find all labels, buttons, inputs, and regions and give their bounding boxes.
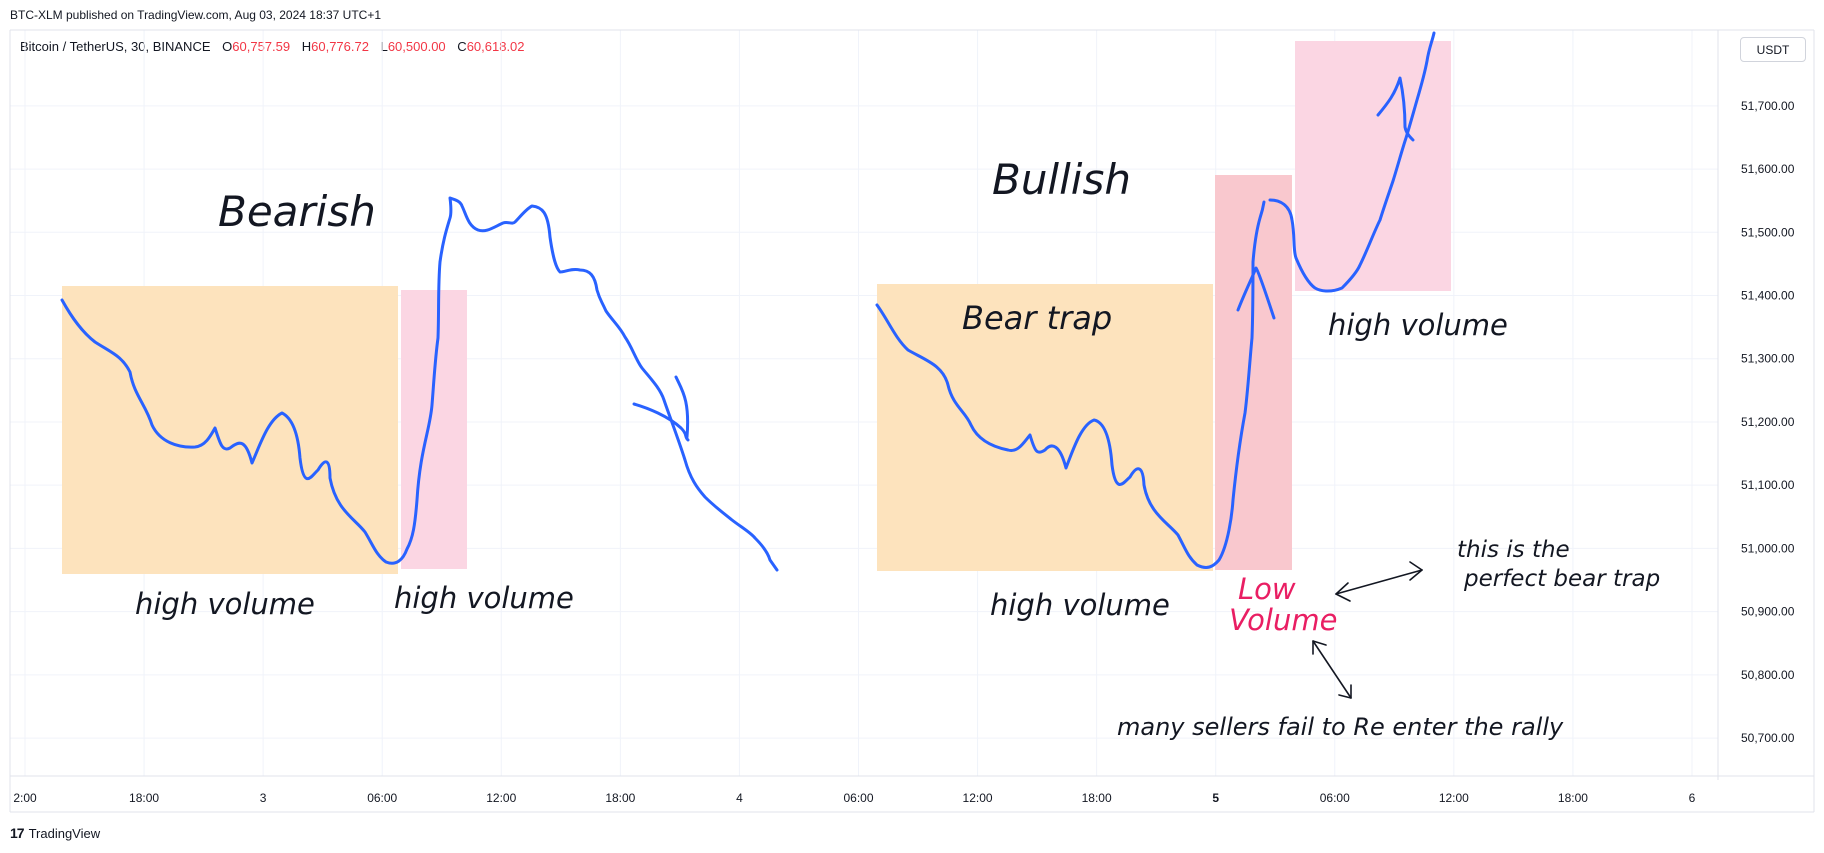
time-tick-label: 18:00 — [1558, 791, 1588, 805]
price-tick-label: 51,200.00 — [1741, 415, 1795, 429]
bullish-title: Bullish — [992, 155, 1131, 204]
time-tick-label: 18:00 — [1082, 791, 1112, 805]
high-volume-label-2: high volume — [394, 581, 574, 615]
tradingview-logo-icon: 17 — [10, 825, 25, 841]
brand-footer[interactable]: 17 TradingView — [10, 825, 100, 841]
currency-button[interactable]: USDT — [1740, 37, 1806, 62]
time-tick-label: 18:00 — [605, 791, 635, 805]
time-tick-label: 3 — [260, 791, 267, 805]
high-volume-label-3: high volume — [990, 588, 1170, 622]
time-tick-label: 12:00 — [1439, 791, 1469, 805]
time-tick-label: 06:00 — [843, 791, 873, 805]
bear-trap-arrow-left-head — [1335, 582, 1351, 602]
bearish-high-volume-box — [62, 286, 398, 574]
low-volume-box — [1215, 175, 1292, 570]
open-value: 60,757.59 — [232, 39, 291, 54]
time-tick-label: 06:00 — [1320, 791, 1350, 805]
price-tick-label: 51,300.00 — [1741, 352, 1795, 366]
drawn-price-lines — [60, 31, 1436, 572]
time-tick-label: 2:00 — [13, 791, 37, 805]
volume-label: Volume — [1229, 603, 1337, 637]
sellers-note: many sellers fail to Re enter the rally — [1117, 713, 1564, 741]
price-tick-label: 50,800.00 — [1741, 668, 1795, 682]
price-tick-label: 51,000.00 — [1741, 541, 1795, 555]
bear-trap-arrow-right-head — [1409, 561, 1423, 581]
chart-annotations: Bearish Bullish Bear trap high volume high v… — [135, 155, 1660, 741]
bullish-price-line — [875, 200, 1266, 569]
price-tick-label: 51,700.00 — [1741, 99, 1795, 113]
note-line-2: perfect bear trap — [1463, 566, 1660, 592]
high-volume-label-1: high volume — [135, 587, 315, 621]
low-key: L — [380, 39, 388, 54]
publisher-text: BTC-XLM published on TradingView.com, Au… — [10, 8, 381, 22]
bullish-high-volume-box — [1295, 41, 1451, 291]
bullish-top-hook — [1376, 76, 1415, 142]
axes — [9, 29, 1815, 813]
price-tick-label: 51,600.00 — [1741, 162, 1795, 176]
price-tick-label: 51,400.00 — [1741, 289, 1795, 303]
sellers-arrow-shaft — [1312, 640, 1352, 699]
bearish-bounce-stroke-2 — [674, 375, 690, 439]
time-tick-labels: 2:00 18:00 3 06:00 12:00 18:00 4 06:00 12:00 18:0… — [13, 791, 1695, 805]
bearish-spike-box — [401, 290, 467, 569]
bullish-trap-spike — [1236, 266, 1276, 320]
time-tick-label: 12:00 — [486, 791, 516, 805]
price-tick-label: 51,100.00 — [1741, 478, 1795, 492]
time-tick-label: 06:00 — [367, 791, 397, 805]
bear-trap-label: Bear trap — [962, 299, 1112, 337]
open-key: O — [222, 39, 233, 54]
low-value: 60,500.00 — [387, 39, 446, 54]
price-tick-labels: 51,700.00 51,600.00 51,500.00 51,400.00 51,3… — [1741, 99, 1795, 745]
bear-trap-arrow-shaft — [1335, 569, 1423, 595]
brand-name: TradingView — [28, 825, 101, 841]
close-key: C — [457, 39, 467, 54]
bear-trap-box — [877, 284, 1213, 571]
high-volume-label-4: high volume — [1328, 308, 1508, 342]
price-tick-label: 50,700.00 — [1741, 731, 1795, 745]
time-tick-label: 18:00 — [129, 791, 159, 805]
symbol-name: Bitcoin / TetherUS, 30, BINANCE — [20, 39, 211, 54]
close-value: 60,618.02 — [466, 39, 525, 54]
time-tick-label: 12:00 — [963, 791, 993, 805]
symbol-legend: Bitcoin / TetherUS, 30, BINANCE O60,757.… — [20, 39, 525, 54]
low-label: Low — [1238, 572, 1296, 606]
note-line-1: this is the — [1457, 537, 1570, 563]
time-tick-label: 5 — [1212, 791, 1219, 805]
bullish-recovery-line — [1268, 31, 1436, 293]
price-tick-label: 50,900.00 — [1741, 605, 1795, 619]
bearish-title: Bearish — [218, 187, 376, 236]
price-tick-label: 51,500.00 — [1741, 225, 1795, 239]
bearish-price-line — [60, 196, 779, 572]
annotation-boxes — [62, 41, 1451, 574]
high-value: 60,776.72 — [311, 39, 369, 54]
sellers-arrow-bottom-head — [1338, 684, 1352, 699]
time-tick-label: 6 — [1689, 791, 1696, 805]
note-arrows — [1312, 561, 1423, 699]
time-tick-label: 4 — [736, 791, 743, 805]
sellers-arrow-top-head — [1312, 640, 1327, 655]
high-key: H — [301, 39, 312, 54]
